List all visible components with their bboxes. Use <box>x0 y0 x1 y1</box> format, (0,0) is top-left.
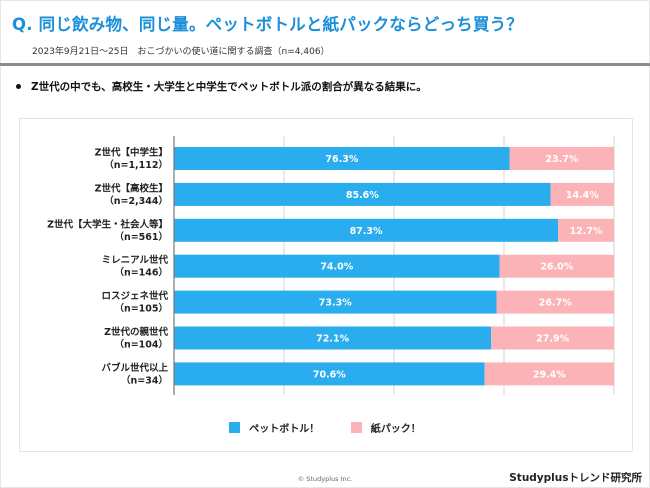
summary-text: Z世代の中でも、高校生・大学生と中学生でペットボトル派の割合が異なる結果に。 <box>31 81 427 93</box>
bar-pet-bottle <box>174 147 510 170</box>
survey-subtitle: 2023年9月21日〜25日 おこづかいの使い道に関する調査（n=4,406） <box>32 47 330 57</box>
category-sample-size: （n=561） <box>114 231 168 243</box>
data-label: 27.9% <box>536 334 569 345</box>
category-label: ミレニアル世代 <box>102 254 169 266</box>
legend-swatch-paper-pack <box>350 422 362 433</box>
bar-pet-bottle <box>174 326 492 350</box>
category-sample-size: （n=104） <box>114 339 168 351</box>
bar-paper-pack <box>491 326 614 350</box>
copyright-text: © Studyplus Inc. <box>297 475 353 483</box>
data-label: 12.7% <box>570 226 603 237</box>
category-sample-size: （n=2,344） <box>104 195 168 207</box>
data-label: 87.3% <box>350 226 383 237</box>
legend-label-pet-bottle: ペットボトル！ <box>249 424 320 435</box>
data-label: 85.6% <box>346 190 379 201</box>
data-label: 26.7% <box>539 298 572 309</box>
category-sample-size: （n=1,112） <box>104 159 168 171</box>
chart-panel <box>19 118 633 452</box>
bar-paper-pack <box>496 290 614 314</box>
brand-logo-text: Studyplusトレンド研究所 <box>509 472 642 484</box>
legend-swatch-pet-bottle <box>229 422 241 433</box>
bar-paper-pack <box>484 362 614 386</box>
bullet-icon <box>16 83 21 89</box>
category-sample-size: （n=34） <box>121 374 168 386</box>
category-label: Z世代の親世代 <box>104 326 168 338</box>
chart-legend: ペットボトル！ 紙パック！ <box>0 420 650 436</box>
bar-paper-pack <box>558 218 614 242</box>
data-label: 29.4% <box>533 369 566 380</box>
bar-pet-bottle <box>174 218 559 242</box>
bar-pet-bottle <box>174 362 485 386</box>
page-title: Q. 同じ飲み物、同じ量。ペットボトルと紙パックならどっち買う？ <box>12 15 523 34</box>
data-label: 72.1% <box>316 334 349 345</box>
data-label: 70.6% <box>313 369 346 380</box>
data-label: 74.0% <box>320 262 353 273</box>
header-divider <box>0 63 650 66</box>
category-label: ロスジェネ世代 <box>101 290 168 302</box>
bar-pet-bottle <box>174 182 551 206</box>
category-label: バブル世代以上 <box>101 362 168 374</box>
bar-pet-bottle <box>174 290 497 314</box>
category-label: Z世代【中学生】 <box>95 147 168 159</box>
legend-label-paper-pack: 紙パック！ <box>370 424 421 435</box>
legend-item-paper-pack: 紙パック！ <box>350 420 421 435</box>
summary-bullet: Z世代の中でも、高校生・大学生と中学生でペットボトル派の割合が異なる結果に。 <box>16 79 427 94</box>
category-label: Z世代【大学生・社会人等】 <box>47 218 168 230</box>
data-label: 26.0% <box>540 262 573 273</box>
bar-paper-pack <box>550 182 614 206</box>
bar-pet-bottle <box>174 254 500 278</box>
category-sample-size: （n=146） <box>114 267 168 279</box>
category-sample-size: （n=105） <box>114 303 168 315</box>
data-label: 76.3% <box>325 154 358 165</box>
data-label: 73.3% <box>319 298 352 309</box>
bar-paper-pack <box>509 147 614 170</box>
data-label: 14.4% <box>566 190 599 201</box>
category-label: Z世代【高校生】 <box>95 182 168 194</box>
bar-paper-pack <box>499 254 614 278</box>
data-label: 23.7% <box>545 154 578 165</box>
legend-item-pet-bottle: ペットボトル！ <box>229 420 319 435</box>
